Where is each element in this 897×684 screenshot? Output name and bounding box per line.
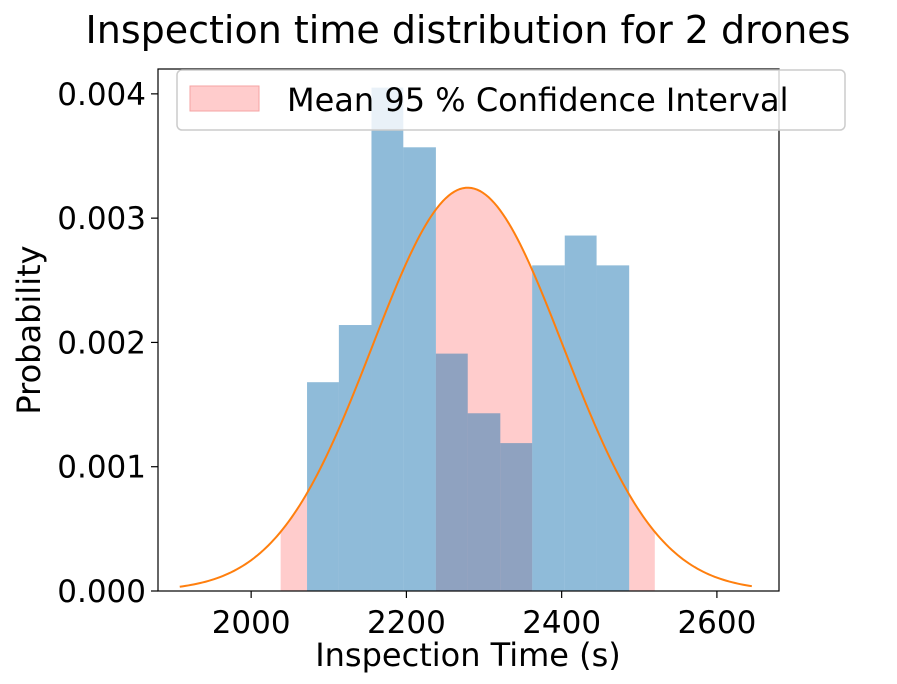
histogram-bar-3 (403, 147, 436, 592)
histogram-bar-0 (307, 382, 339, 591)
plot-frame (157, 68, 780, 592)
histogram-bar-6 (500, 443, 533, 591)
histogram-bar-8 (564, 235, 597, 592)
normal-curve (179, 186, 752, 588)
x-axis-label: Inspection Time (s) (315, 636, 621, 674)
y-tick-label: 0.004 (57, 77, 146, 113)
x-tick-label: 2600 (677, 605, 756, 641)
x-tick-label: 2200 (367, 605, 446, 641)
y-tick-label: 0.000 (57, 574, 146, 610)
legend-frame (176, 69, 846, 131)
ci-region-2 (629, 494, 655, 591)
legend-swatch (189, 85, 260, 112)
histogram-bar-4 (435, 353, 468, 591)
histogram-bars (307, 87, 630, 592)
histogram-bar-9 (596, 265, 630, 591)
histogram-bar-1 (338, 325, 372, 591)
x-tick-label: 2000 (212, 605, 291, 641)
ci-region-0 (280, 493, 308, 591)
x-axis-ticks: 2000 2200 2400 2600 (212, 591, 756, 641)
y-axis-label: Probability (10, 245, 48, 414)
legend: Mean 95 % Confidence Interval (176, 69, 846, 131)
y-axis-ticks: 0.000 0.001 0.002 0.003 0.004 (57, 77, 158, 610)
y-tick-label: 0.001 (57, 450, 146, 486)
x-tick-label: 2400 (522, 605, 601, 641)
histogram-bar-2 (371, 87, 404, 591)
y-tick-label: 0.003 (57, 201, 146, 237)
plot-area (157, 68, 780, 592)
chart-title: Inspection time distribution for 2 drone… (86, 8, 851, 52)
histogram-bar-5 (467, 413, 501, 591)
y-tick-label: 0.002 (57, 325, 146, 361)
histogram-bar-7 (532, 265, 565, 591)
legend-label: Mean 95 % Confidence Interval (287, 81, 788, 119)
